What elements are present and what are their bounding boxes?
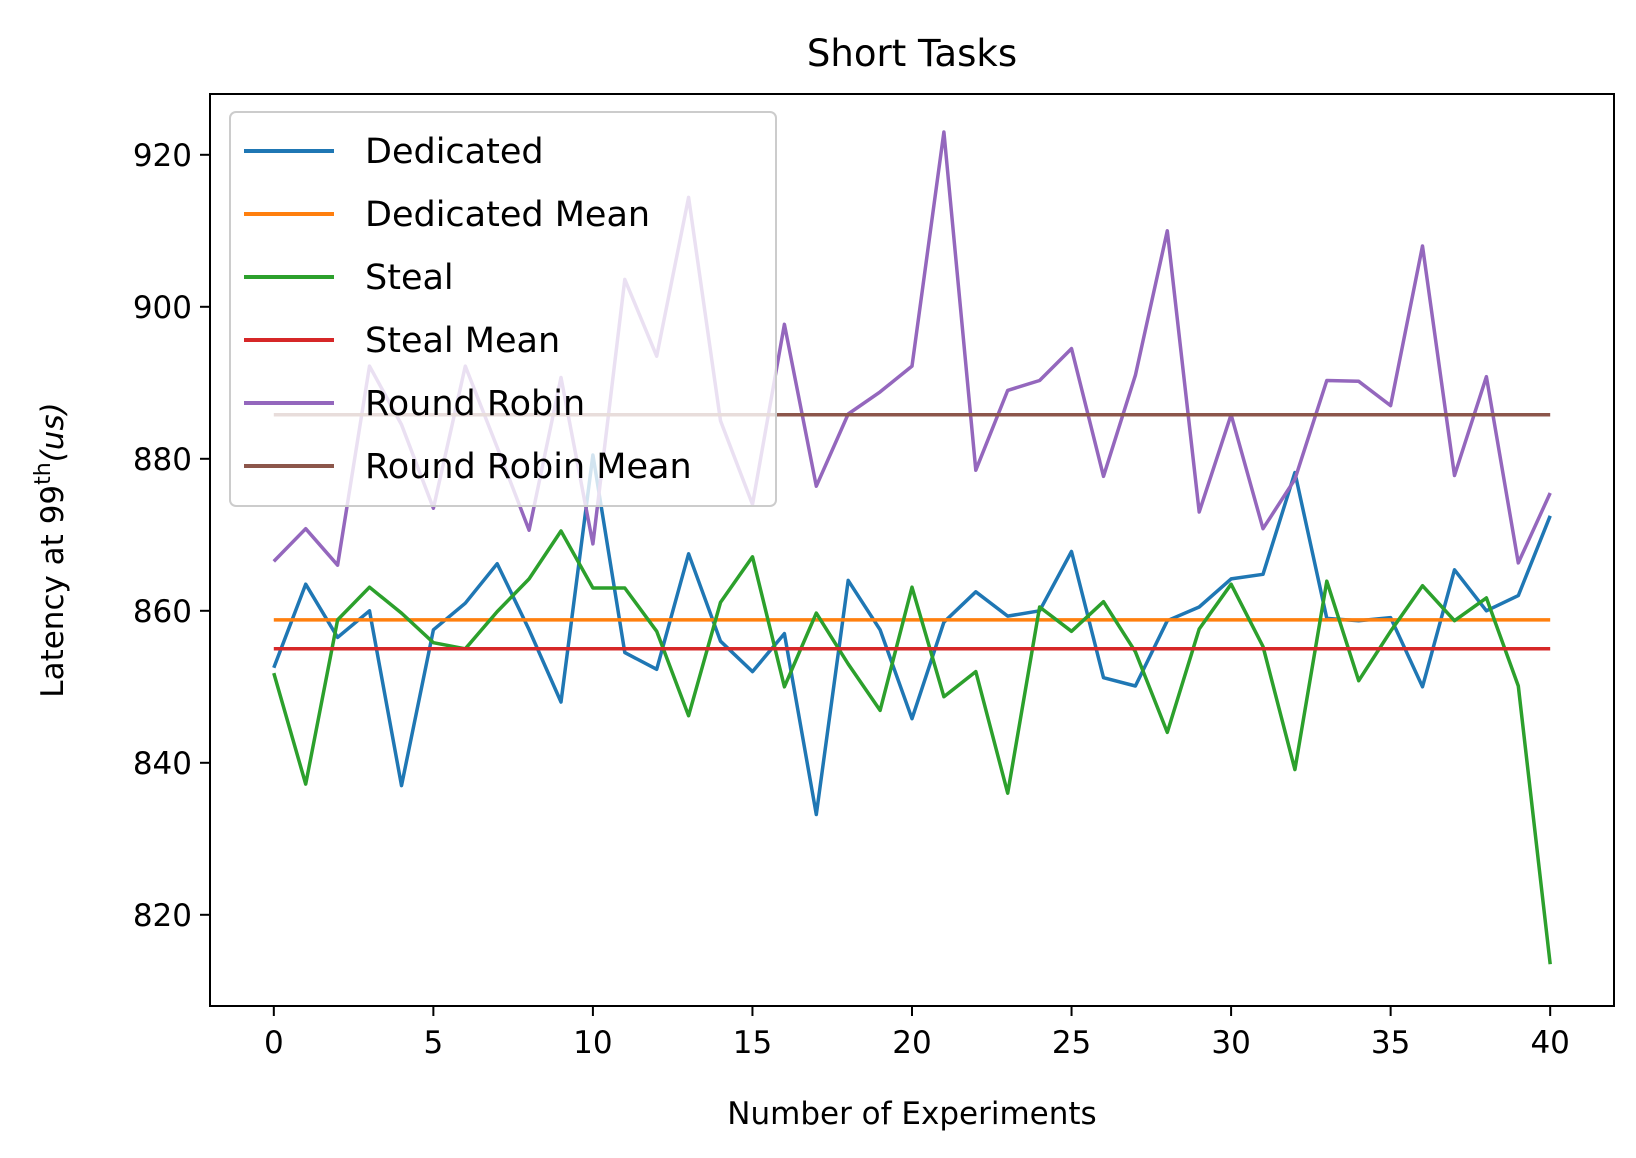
legend-label-3: Steal Mean: [365, 321, 560, 361]
y-tick-label-0: 820: [133, 898, 192, 934]
legend: Dedicated Dedicated Mean Steal Steal Mean Ro…: [229, 111, 777, 507]
y-tick-label-4: 900: [133, 290, 192, 326]
legend-label-5: Round Robin Mean: [365, 447, 692, 487]
series-line-0: [272, 453, 1552, 817]
x-tick-label-4: 20: [892, 1025, 931, 1061]
x-tick-label-3: 15: [733, 1025, 772, 1061]
x-tick-label-6: 30: [1211, 1025, 1250, 1061]
x-tick-label-1: 5: [423, 1025, 443, 1061]
plot-frame: [209, 93, 1615, 1007]
legend-label-0: Dedicated: [365, 132, 544, 172]
x-tick-label-8: 40: [1530, 1025, 1569, 1061]
y-axis-label-suffix: (us): [35, 402, 71, 462]
y-axis-label-superscript: th: [31, 462, 56, 485]
y-axis-ticks: 820 840 860 880 900 920: [133, 138, 210, 934]
legend-label-2: Steal: [365, 258, 454, 298]
x-tick-label-2: 10: [573, 1025, 612, 1061]
y-tick-label-2: 860: [133, 594, 192, 630]
x-axis-ticks: 0 5 10 15 20 25 30 35 40: [264, 1006, 1570, 1061]
y-axis-label: Latency at 99th(us): [31, 402, 71, 697]
x-axis-label: Number of Experiments: [727, 1096, 1096, 1132]
legend-label-4: Round Robin: [365, 384, 585, 424]
x-tick-label-0: 0: [264, 1025, 284, 1061]
x-tick-label-7: 35: [1371, 1025, 1410, 1061]
y-tick-label-5: 920: [133, 138, 192, 174]
x-tick-label-5: 25: [1052, 1025, 1091, 1061]
y-tick-label-1: 840: [133, 746, 192, 782]
chart-title: Short Tasks: [807, 32, 1017, 75]
legend-box: [229, 111, 777, 507]
series-line-2: [272, 529, 1552, 965]
y-tick-label-3: 880: [133, 442, 192, 478]
y-axis-label-prefix: Latency at 99: [35, 485, 71, 698]
legend-label-1: Dedicated Mean: [365, 195, 650, 235]
